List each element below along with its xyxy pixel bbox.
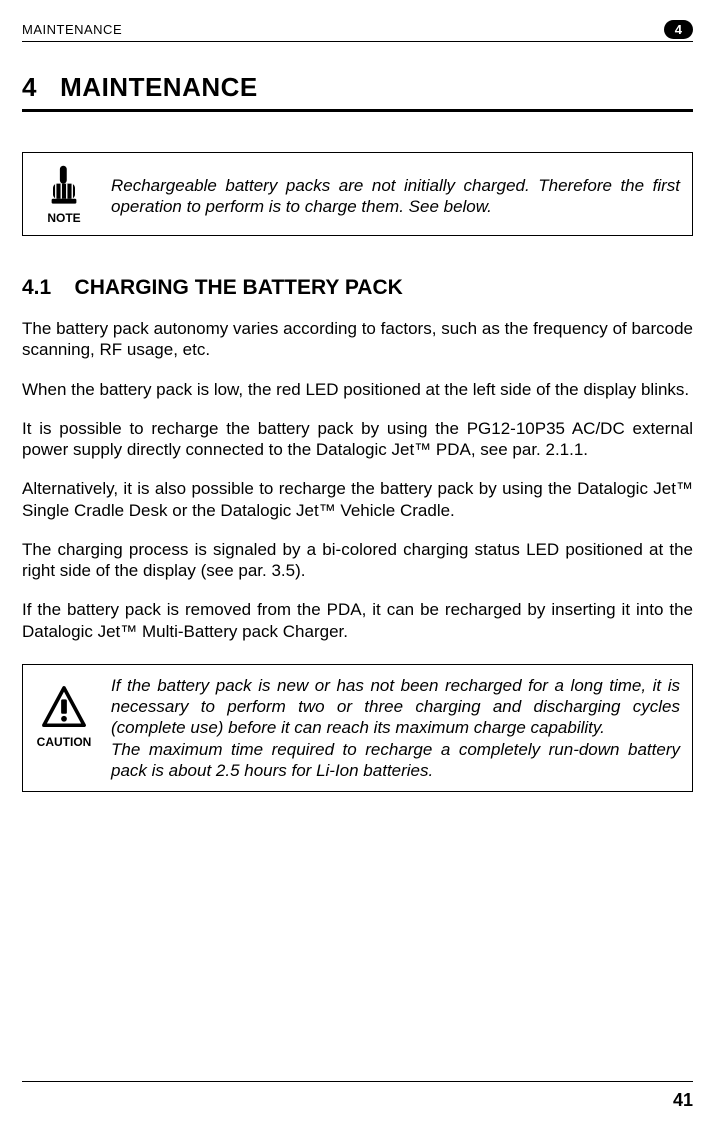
caution-icon-column: CAUTION	[35, 675, 93, 749]
caution-callout: CAUTION If the battery pack is new or ha…	[22, 664, 693, 792]
paragraph-6: If the battery pack is removed from the …	[22, 599, 693, 642]
page-header: MAINTENANCE 4	[22, 20, 693, 39]
header-label: MAINTENANCE	[22, 22, 122, 37]
note-callout: NOTE Rechargeable battery packs are not …	[22, 152, 693, 236]
warning-triangle-icon	[38, 685, 90, 731]
paragraph-4: Alternatively, it is also possible to re…	[22, 478, 693, 521]
chapter-heading: 4 MAINTENANCE	[22, 72, 693, 112]
caution-text-2: The maximum time required to recharge a …	[111, 740, 680, 780]
section-number: 4.1	[22, 276, 51, 299]
caution-text-1: If the battery pack is new or has not be…	[111, 676, 680, 738]
note-text: Rechargeable battery packs are not initi…	[111, 163, 680, 218]
chapter-underline	[22, 109, 693, 112]
paragraph-3: It is possible to recharge the battery p…	[22, 418, 693, 461]
paragraph-5: The charging process is signaled by a bi…	[22, 539, 693, 582]
caution-caption: CAUTION	[37, 735, 92, 749]
chapter-title: 4 MAINTENANCE	[22, 72, 693, 103]
note-icon-column: NOTE	[35, 163, 93, 225]
caution-text: If the battery pack is new or has not be…	[111, 675, 680, 781]
page-footer: 41	[22, 1081, 693, 1111]
footer-separator	[22, 1081, 693, 1082]
chapter-number: 4	[22, 72, 37, 102]
pointing-hand-icon	[42, 163, 86, 207]
footer-page-number: 41	[22, 1090, 693, 1111]
section-title-text: CHARGING THE BATTERY PACK	[75, 276, 403, 299]
paragraph-1: The battery pack autonomy varies accordi…	[22, 318, 693, 361]
chapter-title-text: MAINTENANCE	[60, 72, 258, 102]
paragraph-2: When the battery pack is low, the red LE…	[22, 379, 693, 400]
header-separator	[22, 41, 693, 42]
note-caption: NOTE	[47, 211, 80, 225]
chapter-badge: 4	[664, 20, 693, 39]
section-heading: 4.1 CHARGING THE BATTERY PACK	[22, 276, 693, 300]
